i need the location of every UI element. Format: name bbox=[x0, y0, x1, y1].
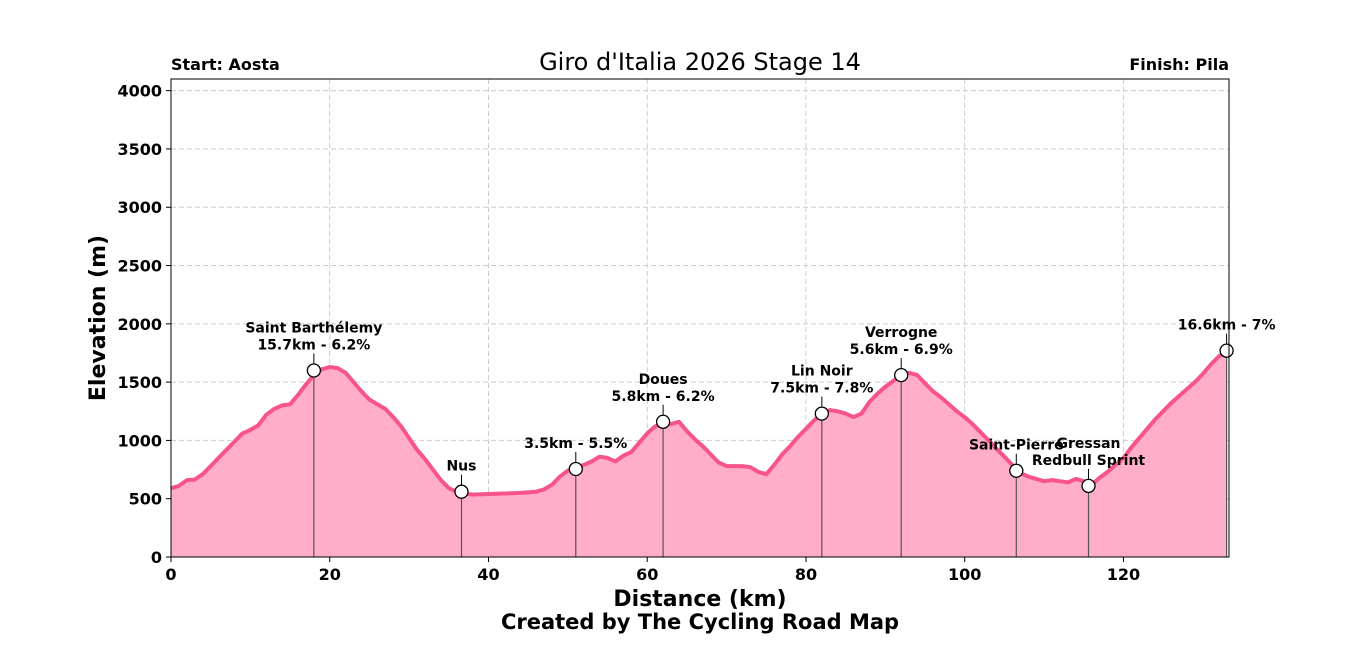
marker-point-1 bbox=[454, 484, 469, 499]
marker-point-2 bbox=[568, 461, 583, 477]
marker-point-0 bbox=[306, 363, 322, 378]
climb-label-7-line-1: Redbull Sprint bbox=[1032, 453, 1146, 469]
climb-label-0-line-0: Saint Barthélemy bbox=[245, 320, 382, 336]
climb-markers bbox=[306, 343, 1234, 499]
climb-label-4-line-0: Lin Noir bbox=[791, 364, 853, 380]
climb-label-7-line-0: Gressan bbox=[1057, 436, 1121, 452]
x-tick-label: 20 bbox=[319, 565, 341, 584]
chart-title: Giro d'Italia 2026 Stage 14 bbox=[539, 48, 861, 76]
climb-label-1-line-0: Nus bbox=[446, 459, 476, 475]
plot-frame bbox=[170, 78, 1230, 558]
marker-point-7 bbox=[1081, 478, 1096, 494]
x-axis-ticks: 0 20 40 60 80 100 120 bbox=[165, 557, 1140, 584]
x-tick-label: 80 bbox=[795, 565, 817, 584]
climb-label-5-line-1: 5.6km - 6.9% bbox=[850, 342, 953, 358]
y-tick-label: 3000 bbox=[117, 198, 162, 217]
x-tick-label: 100 bbox=[948, 565, 981, 584]
climb-marker-lines bbox=[313, 333, 1228, 557]
y-tick-label: 3500 bbox=[117, 140, 162, 159]
marker-point-4 bbox=[814, 406, 829, 421]
climb-label-8-line-0: 16.6km - 7% bbox=[1178, 318, 1276, 334]
start-label: Start: Aosta bbox=[171, 55, 280, 74]
y-axis-label: Elevation (m) bbox=[86, 235, 111, 401]
climb-label-3-line-0: Doues bbox=[639, 372, 688, 388]
elevation-line bbox=[170, 348, 1228, 497]
y-tick-label: 500 bbox=[129, 490, 162, 509]
x-axis-label: Distance (km) bbox=[613, 587, 786, 612]
marker-point-5 bbox=[894, 367, 909, 383]
marker-point-6 bbox=[1009, 463, 1024, 478]
y-tick-label: 4000 bbox=[117, 82, 162, 101]
y-tick-label: 1500 bbox=[117, 373, 162, 392]
climb-label-6-line-0: Saint-Pierre bbox=[969, 438, 1064, 454]
credit-label: Created by The Cycling Road Map bbox=[501, 610, 899, 634]
x-tick-label: 0 bbox=[165, 565, 176, 584]
x-tick-label: 40 bbox=[477, 565, 499, 584]
y-axis-ticks: 0 500 1000 1500 2000 2500 3000 3500 4000 bbox=[117, 82, 171, 567]
y-tick-label: 2500 bbox=[117, 257, 162, 276]
marker-point-3 bbox=[655, 414, 671, 429]
climb-label-2-line-0: 3.5km - 5.5% bbox=[524, 436, 627, 452]
x-tick-label: 60 bbox=[636, 565, 658, 584]
y-tick-label: 0 bbox=[151, 548, 162, 567]
marker-point-8 bbox=[1219, 343, 1234, 358]
climb-label-4-line-1: 7.5km - 7.8% bbox=[770, 381, 873, 397]
x-tick-label: 120 bbox=[1107, 565, 1140, 584]
elevation-area bbox=[171, 350, 1227, 557]
y-tick-label: 1000 bbox=[117, 431, 162, 450]
finish-label: Finish: Pila bbox=[1129, 55, 1229, 74]
climb-label-5-line-0: Verrogne bbox=[865, 325, 937, 341]
y-tick-label: 2000 bbox=[117, 315, 162, 334]
climb-label-3-line-1: 5.8km - 6.2% bbox=[612, 389, 715, 405]
climb-label-0-line-1: 15.7km - 6.2% bbox=[257, 337, 370, 353]
